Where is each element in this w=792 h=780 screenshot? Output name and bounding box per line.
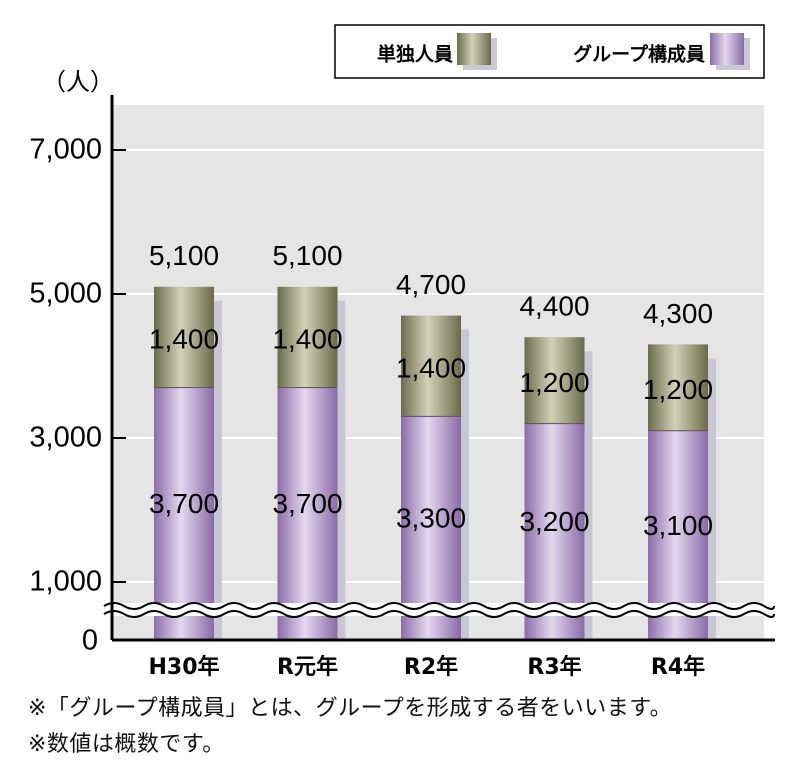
- legend-swatch-group: [710, 33, 744, 65]
- total-label-1: 5,100: [272, 240, 342, 271]
- legend-label-single: 単独人員: [377, 43, 453, 66]
- single-value-label-4: 1,200: [643, 374, 713, 405]
- group-value-label-3: 3,200: [519, 506, 589, 537]
- single-value-label-3: 1,200: [519, 367, 589, 398]
- x-tick-label-3: R3年: [527, 654, 581, 680]
- value-labels: 5,100 1,400 3,700 5,100 1,400 3,700 4,700 1,400…: [149, 240, 713, 541]
- single-value-label-2: 1,400: [396, 352, 466, 383]
- group-value-label-2: 3,300: [396, 503, 466, 534]
- bar-single-3: [524, 337, 585, 424]
- x-tick-label-0: H30年: [148, 654, 219, 680]
- legend-label-group: グループ構成員: [573, 43, 705, 66]
- total-label-0: 5,100: [149, 240, 219, 271]
- x-tick-label-4: R4年: [651, 654, 705, 680]
- single-value-label-0: 1,400: [149, 324, 219, 355]
- y-tick-label-1: 3,000: [29, 422, 102, 454]
- axis-break: [103, 602, 775, 618]
- total-label-3: 4,400: [519, 291, 589, 322]
- group-value-label-4: 3,100: [643, 510, 713, 541]
- y-zero-label: 0: [82, 625, 98, 657]
- footnote-group-definition: ※「グループ構成員」とは、グループを形成する者をいいます。: [28, 696, 673, 721]
- legend: 単独人員 グループ構成員: [334, 24, 765, 79]
- bar-single-1: [277, 286, 338, 388]
- single-value-label-1: 1,400: [272, 324, 342, 355]
- bar-single-0: [154, 286, 214, 388]
- y-ticks: 1,000 3,000 5,000 7,000: [29, 134, 126, 598]
- bar-single-2: [401, 315, 461, 417]
- group-value-label-0: 3,700: [149, 488, 219, 519]
- y-unit-label: （人）: [42, 68, 114, 96]
- bar-group-1: [277, 387, 338, 640]
- x-tick-label-1: R元年: [277, 654, 338, 680]
- total-label-2: 4,700: [396, 269, 466, 300]
- x-tick-label-2: R2年: [404, 654, 458, 680]
- y-tick-label-0: 1,000: [29, 566, 102, 598]
- stacked-bar-chart: 1,000 3,000 5,000 7,000 0 （人） H30年 R元年 R2年 R3年…: [29, 24, 775, 680]
- total-label-4: 4,300: [643, 298, 713, 329]
- y-tick-label-3: 7,000: [29, 134, 102, 166]
- bar-group-0: [154, 387, 214, 640]
- legend-box: [334, 24, 765, 79]
- y-tick-label-2: 5,000: [29, 278, 102, 310]
- x-labels: H30年 R元年 R2年 R3年 R4年: [148, 654, 705, 680]
- legend-swatch-single: [457, 33, 491, 65]
- bars: [154, 286, 716, 640]
- bar-single-4: [648, 344, 708, 431]
- group-value-label-1: 3,700: [272, 488, 342, 519]
- footnote-approximate: ※数値は概数です。: [28, 732, 225, 757]
